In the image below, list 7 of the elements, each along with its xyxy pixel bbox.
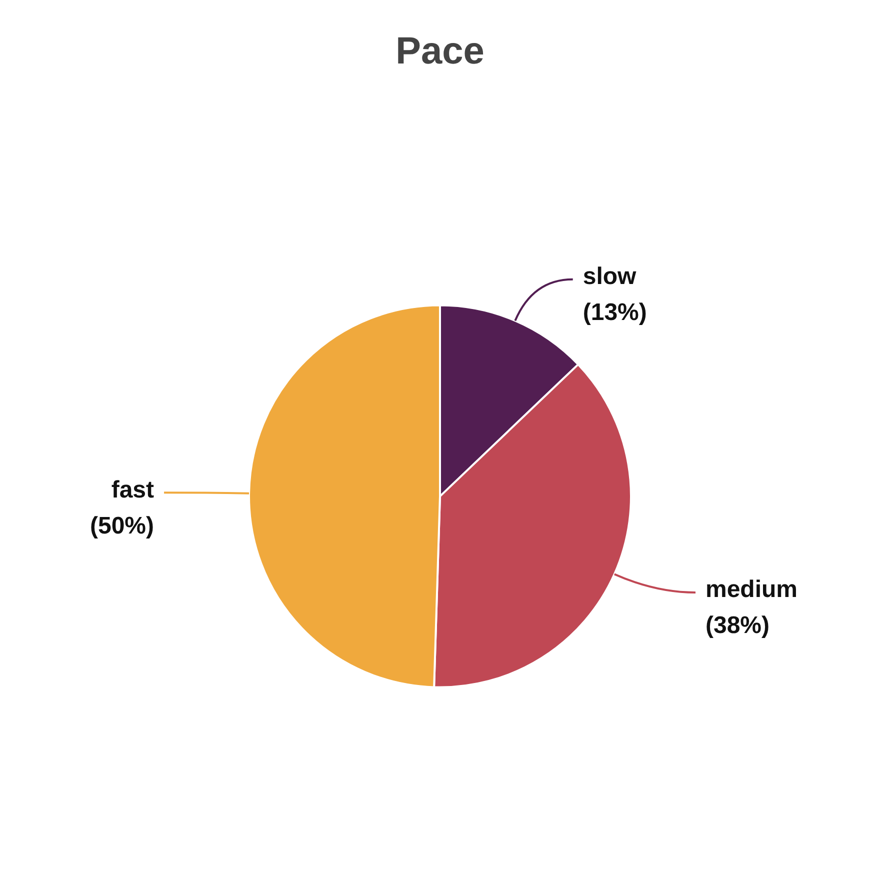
slice-label: fast [111,476,154,504]
data-label: (50%) [90,512,154,540]
data-label: (38%) [705,612,770,640]
chart-title: Pace [396,30,484,72]
slice-label: slow [582,262,637,290]
data-label: (13%) [582,298,647,326]
slice-label: medium [705,576,798,604]
